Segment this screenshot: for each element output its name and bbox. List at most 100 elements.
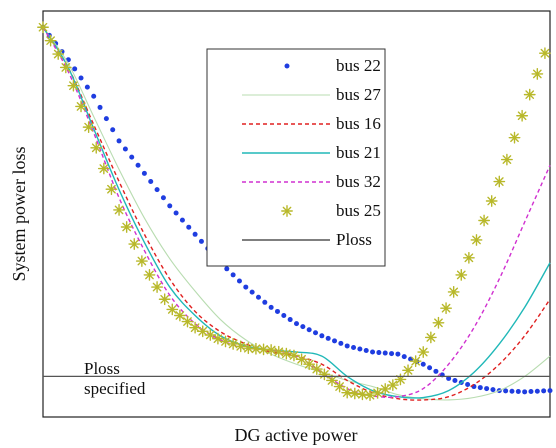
bus-22-marker xyxy=(306,327,312,333)
bus-22-marker xyxy=(382,350,388,356)
bus-25-marker xyxy=(341,386,354,399)
bus-22-marker xyxy=(287,317,293,323)
bus-22-marker xyxy=(338,340,344,346)
bus-22-marker xyxy=(167,203,173,209)
bus-22-marker xyxy=(116,138,122,144)
bus-22-marker xyxy=(198,238,204,244)
x-axis-label: DG active power xyxy=(235,425,358,445)
bus-22-marker xyxy=(541,388,547,394)
bus-25-marker xyxy=(333,380,346,393)
legend-item-bus-32: bus 32 xyxy=(242,172,381,191)
bus-22-marker xyxy=(509,388,515,394)
bus-25-marker xyxy=(295,353,308,366)
bus-22-marker xyxy=(332,338,338,344)
bus-25-marker xyxy=(379,383,392,395)
bus-22-marker xyxy=(160,195,166,201)
bus-22-marker xyxy=(351,344,357,350)
bus-22-marker xyxy=(528,389,534,395)
bus-25-marker xyxy=(52,48,65,60)
legend-item-ploss: Ploss xyxy=(242,230,372,249)
bus-22-marker xyxy=(515,389,521,395)
bus-25-marker xyxy=(356,388,369,401)
bus-22-marker xyxy=(236,278,242,284)
bus-25-marker xyxy=(151,281,163,293)
bus-22-marker xyxy=(294,321,299,327)
ploss-annotation-line1: Ploss xyxy=(84,359,120,378)
bus-22-marker xyxy=(224,266,230,272)
bus-25-marker xyxy=(158,293,171,306)
bus-25-marker xyxy=(485,195,498,207)
series-bus-25 xyxy=(37,21,551,402)
legend-label-bus-21: bus 21 xyxy=(336,143,381,162)
bus-25-marker xyxy=(272,345,285,358)
bus-22-marker xyxy=(103,116,109,122)
bus-22-marker xyxy=(135,162,141,168)
bus-25-marker xyxy=(402,364,414,377)
legend-label-bus-22: bus 22 xyxy=(336,56,381,75)
bus-25-marker xyxy=(105,183,118,196)
bus-25-marker xyxy=(318,368,331,381)
bus-25-marker xyxy=(531,68,544,80)
bus-22-marker xyxy=(141,170,147,176)
bus-25-marker xyxy=(303,358,316,371)
bus-25-marker xyxy=(75,100,87,113)
legend-items: bus 22 bus 27 bus 16 bus 21 bus 32 bus 25 Plos… xyxy=(242,56,381,249)
legend-item-bus-25: bus 25 xyxy=(281,201,381,220)
bus-22-marker xyxy=(110,127,116,133)
legend-swatch-bus-22 xyxy=(284,63,290,69)
bus-22-marker xyxy=(268,304,274,310)
bus-25-marker xyxy=(113,204,125,216)
bus-22-marker xyxy=(173,210,179,216)
bus-22-marker xyxy=(122,146,128,152)
bus-22-marker xyxy=(300,324,306,330)
bus-25-marker xyxy=(417,346,430,358)
bus-22-marker xyxy=(281,313,287,318)
legend-label-bus-27: bus 27 xyxy=(336,85,381,104)
ploss-annotation-line2: specified xyxy=(84,379,146,398)
bus-22-marker xyxy=(522,389,528,395)
bus-25-marker xyxy=(501,153,513,166)
bus-22-marker xyxy=(249,289,255,295)
bus-22-marker xyxy=(433,368,439,374)
bus-25-marker xyxy=(516,109,529,122)
bus-22-marker xyxy=(325,335,331,341)
bus-25-marker xyxy=(478,214,490,227)
bus-25-marker xyxy=(227,338,240,350)
legend-label-bus-16: bus 16 xyxy=(336,114,381,133)
bus-25-marker xyxy=(67,79,80,92)
bus-25-marker xyxy=(189,321,202,334)
bus-22-marker xyxy=(490,387,496,393)
legend-swatch-bus-25 xyxy=(281,205,293,217)
bus-22-marker xyxy=(179,217,185,223)
bus-22-marker xyxy=(389,351,395,357)
legend-label-bus-25: bus 25 xyxy=(336,201,381,220)
bus-25-marker xyxy=(447,286,460,298)
bus-22-marker xyxy=(186,224,192,230)
legend: bus 22 bus 27 bus 16 bus 21 bus 32 bus 25 Plos… xyxy=(206,48,386,267)
bus-22-marker xyxy=(313,330,319,336)
bus-22-marker xyxy=(376,350,382,356)
bus-25-marker xyxy=(440,302,452,315)
bus-25-marker xyxy=(219,335,232,348)
bus-25-marker xyxy=(128,238,141,250)
plot-frame xyxy=(42,10,551,418)
bus-25-marker xyxy=(143,269,156,281)
bus-25-marker xyxy=(409,355,422,368)
bus-25-marker xyxy=(82,121,95,134)
bus-22-marker xyxy=(129,154,135,160)
bus-22-marker xyxy=(420,361,426,367)
bus-25-marker xyxy=(173,309,186,322)
bus-25-marker xyxy=(265,344,278,356)
bus-25-marker xyxy=(470,234,483,246)
bus-25-marker xyxy=(44,34,57,47)
bus-22-marker xyxy=(395,351,401,357)
bus-22-marker xyxy=(547,388,553,394)
bus-25-marker xyxy=(523,88,536,101)
bus-25-marker xyxy=(135,255,148,267)
bus-25-marker xyxy=(97,162,110,175)
legend-label-bus-32: bus 32 xyxy=(336,172,381,191)
bus-25-marker xyxy=(120,221,133,233)
bus-25-marker xyxy=(280,347,293,360)
